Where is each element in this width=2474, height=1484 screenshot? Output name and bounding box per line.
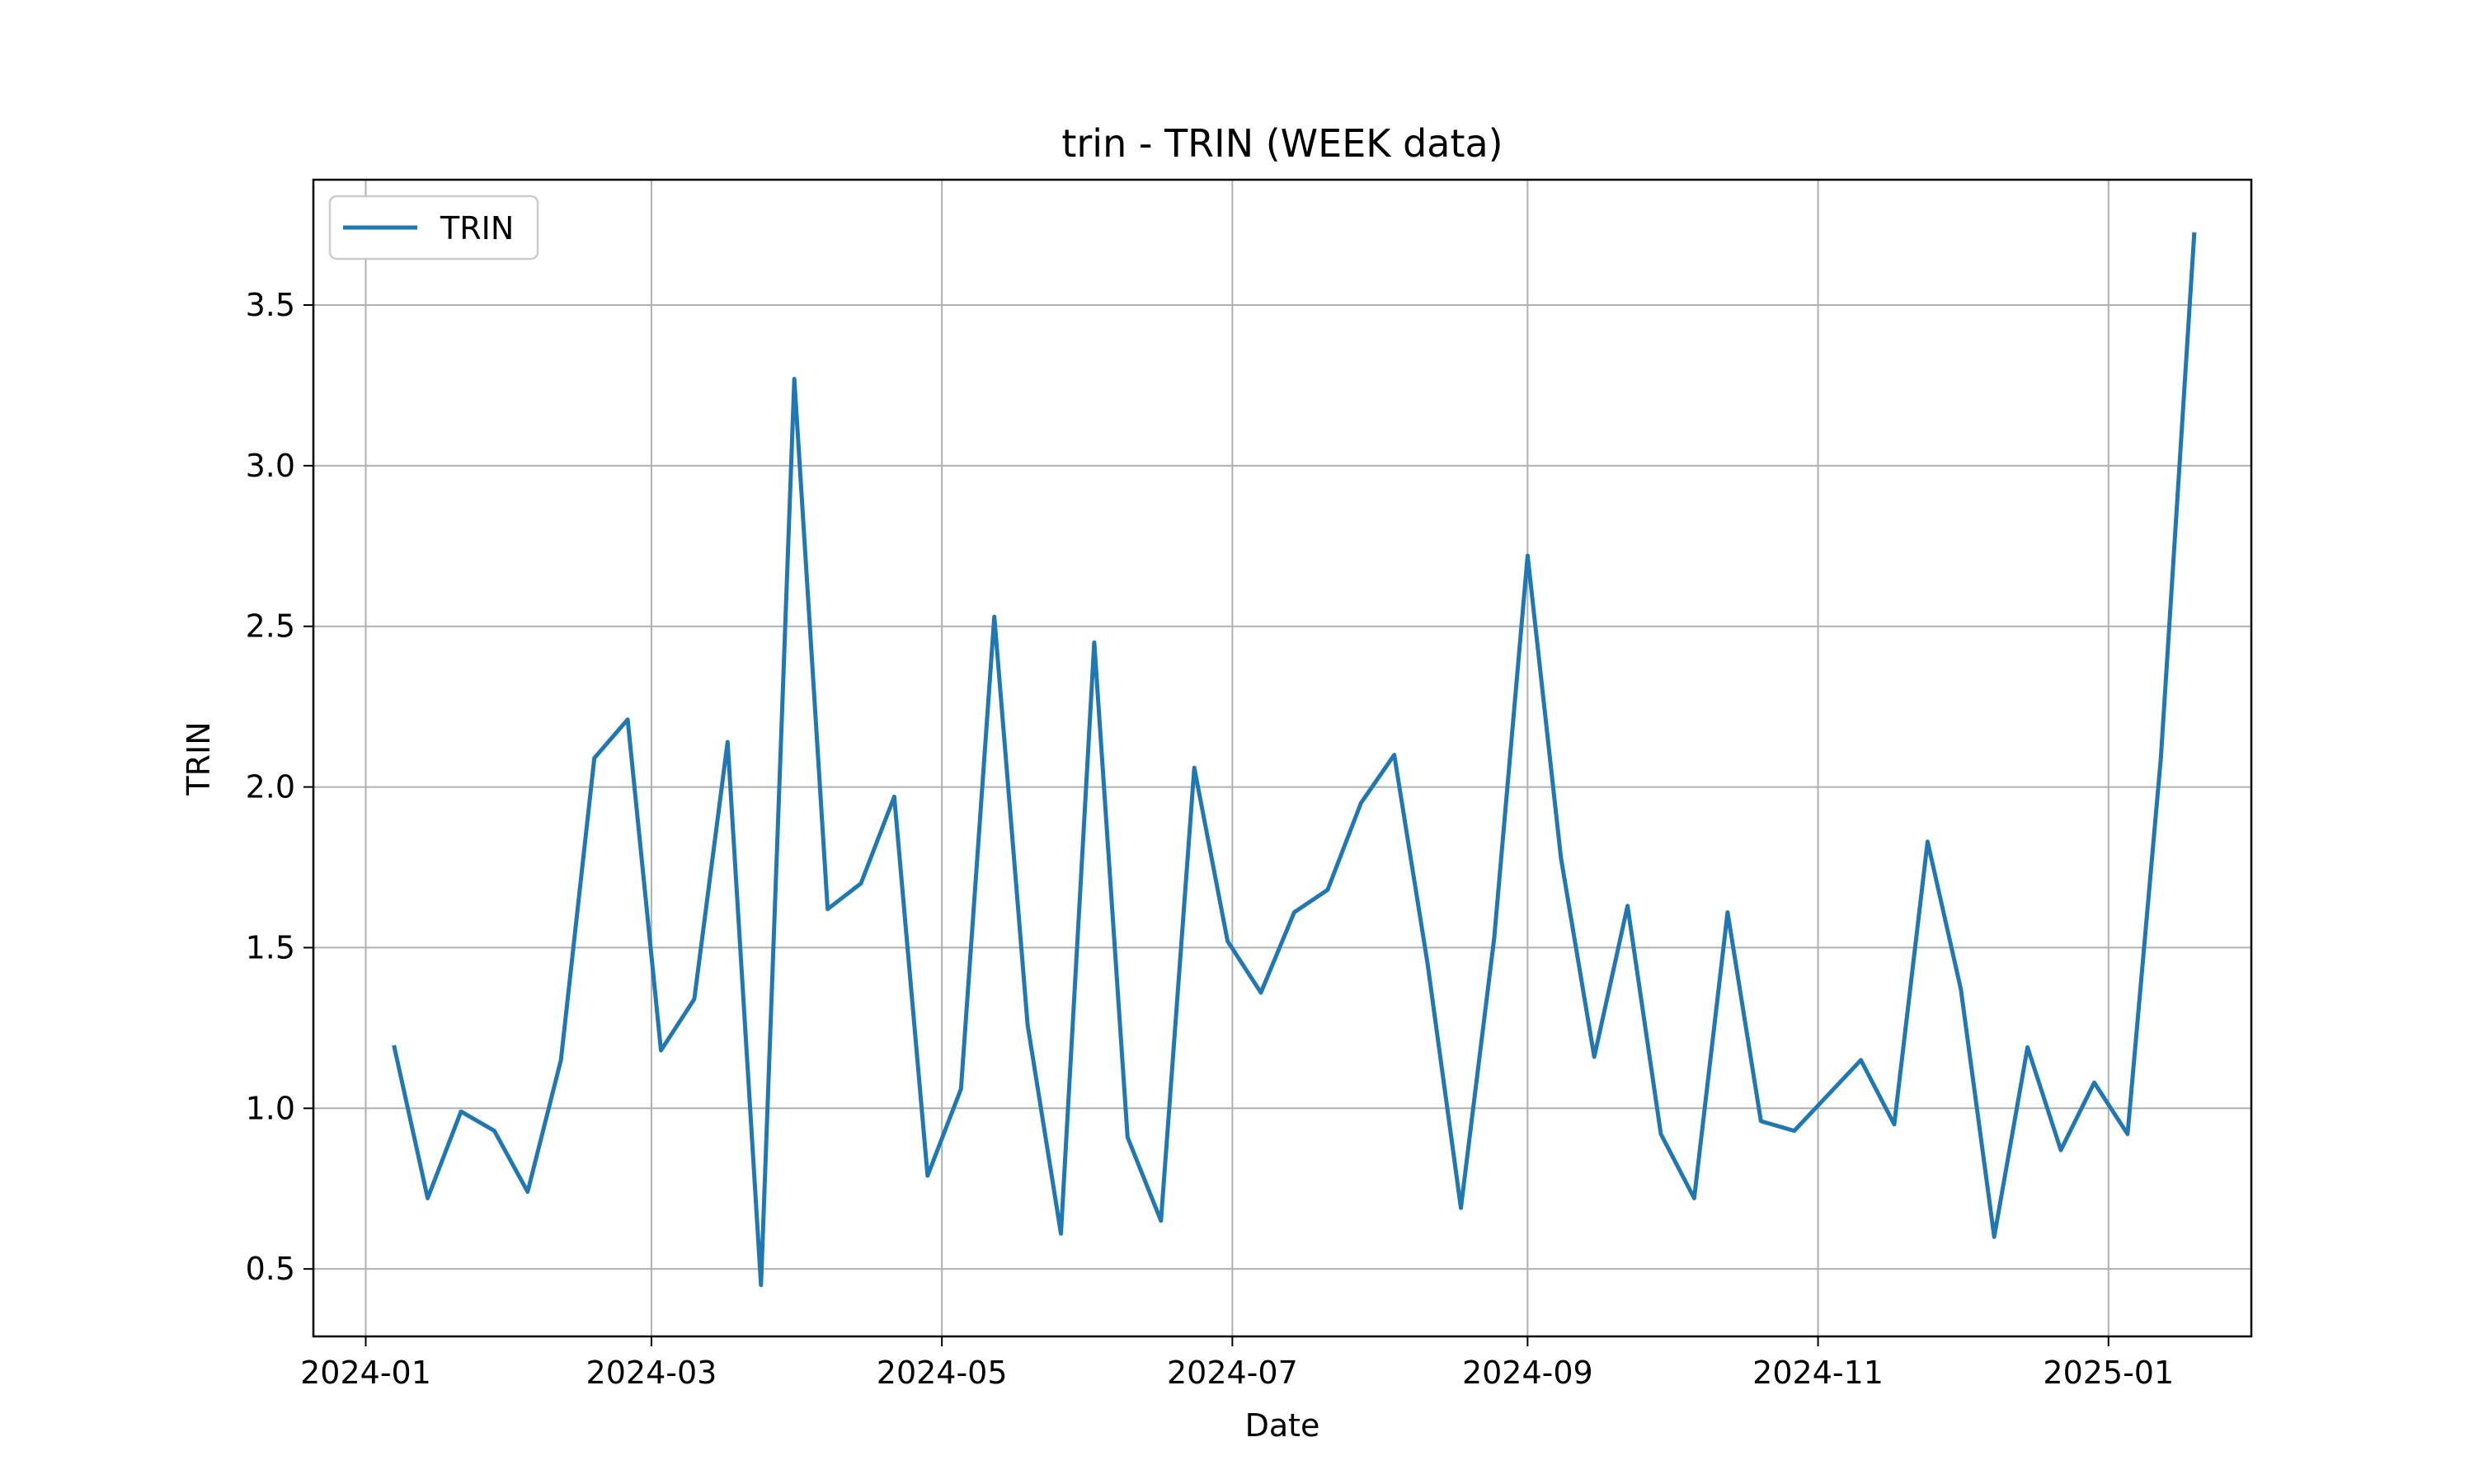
data-point bbox=[1592, 1054, 1597, 1059]
data-point bbox=[958, 1087, 963, 1092]
data-point bbox=[1625, 904, 1630, 909]
x-tick-label: 2025-01 bbox=[2043, 1355, 2174, 1391]
data-point bbox=[1392, 753, 1397, 758]
data-point bbox=[1691, 1195, 1696, 1200]
data-point bbox=[558, 1058, 563, 1063]
data-point bbox=[2125, 1132, 2130, 1137]
legend-label: TRIN bbox=[440, 210, 514, 247]
plot-frame bbox=[312, 178, 2253, 1338]
y-tick-label: 1.5 bbox=[246, 929, 295, 965]
x-tick-label: 2024-01 bbox=[300, 1355, 431, 1391]
data-point bbox=[2058, 1148, 2063, 1153]
y-tick-label: 1.0 bbox=[246, 1090, 295, 1126]
data-point bbox=[426, 1195, 430, 1200]
data-point bbox=[2192, 232, 2197, 237]
x-tick-label: 2024-05 bbox=[877, 1355, 1008, 1391]
y-tick-label: 3.5 bbox=[246, 287, 295, 323]
y-tick-label: 0.5 bbox=[246, 1251, 295, 1287]
axis-ticks: 2024-01 2024-03 2024-05 2024-07 2024-09 2024-… bbox=[246, 287, 2175, 1391]
data-point bbox=[792, 377, 797, 382]
data-point bbox=[1658, 1132, 1663, 1137]
data-point bbox=[2092, 1080, 2097, 1085]
data-point bbox=[1925, 839, 1930, 844]
y-tick-label: 2.5 bbox=[246, 608, 295, 645]
data-point bbox=[692, 997, 697, 1002]
data-point bbox=[659, 1048, 664, 1053]
x-tick-label: 2024-11 bbox=[1752, 1355, 1884, 1391]
data-point bbox=[1192, 765, 1197, 770]
data-point bbox=[2025, 1045, 2030, 1050]
data-point bbox=[1025, 1022, 1030, 1027]
data-point bbox=[1092, 640, 1097, 645]
data-point bbox=[1291, 910, 1296, 915]
data-point bbox=[1725, 910, 1730, 915]
data-point bbox=[1992, 1234, 1997, 1239]
data-point bbox=[592, 756, 597, 761]
data-point bbox=[625, 717, 630, 722]
data-point bbox=[891, 794, 896, 799]
data-point bbox=[1525, 553, 1530, 558]
data-point bbox=[759, 1283, 764, 1288]
y-tick-label: 3.0 bbox=[246, 448, 295, 484]
data-point bbox=[1425, 961, 1430, 966]
data-point bbox=[1325, 887, 1330, 892]
data-point bbox=[392, 1045, 397, 1050]
x-tick-label: 2024-09 bbox=[1462, 1355, 1593, 1391]
data-point bbox=[1059, 1231, 1064, 1236]
data-point bbox=[2158, 756, 2163, 761]
y-tick-label: 2.0 bbox=[246, 769, 295, 805]
data-point bbox=[1225, 939, 1230, 944]
x-tick-label: 2024-03 bbox=[586, 1355, 717, 1391]
data-point bbox=[1258, 990, 1263, 995]
data-point bbox=[1358, 801, 1363, 805]
data-point bbox=[1792, 1129, 1797, 1134]
data-point bbox=[459, 1109, 463, 1114]
series-layer bbox=[392, 232, 2197, 1288]
legend-box bbox=[328, 195, 539, 261]
data-point bbox=[925, 1173, 930, 1178]
data-point bbox=[825, 907, 830, 912]
data-point bbox=[1859, 1058, 1864, 1063]
data-point bbox=[992, 614, 997, 619]
data-point bbox=[1159, 1219, 1164, 1223]
data-point bbox=[725, 740, 730, 744]
data-point bbox=[525, 1190, 530, 1195]
data-point bbox=[1459, 1205, 1464, 1210]
x-axis-label: Date bbox=[1245, 1407, 1320, 1444]
chart-title: trin - TRIN (WEEK data) bbox=[1061, 121, 1503, 166]
series-line-trin bbox=[392, 232, 2197, 1288]
data-point bbox=[1825, 1093, 1830, 1098]
data-point bbox=[1559, 855, 1564, 860]
data-point bbox=[492, 1129, 496, 1134]
data-point bbox=[1492, 936, 1497, 941]
data-point bbox=[1959, 987, 1964, 992]
y-axis-label: TRIN bbox=[181, 721, 217, 796]
grid-lines bbox=[313, 180, 2251, 1336]
data-point bbox=[1125, 1134, 1130, 1139]
data-point bbox=[1892, 1122, 1897, 1127]
x-tick-label: 2024-07 bbox=[1167, 1355, 1298, 1391]
data-point bbox=[858, 881, 863, 886]
data-point bbox=[1758, 1119, 1763, 1124]
legend: TRIN bbox=[328, 195, 539, 261]
